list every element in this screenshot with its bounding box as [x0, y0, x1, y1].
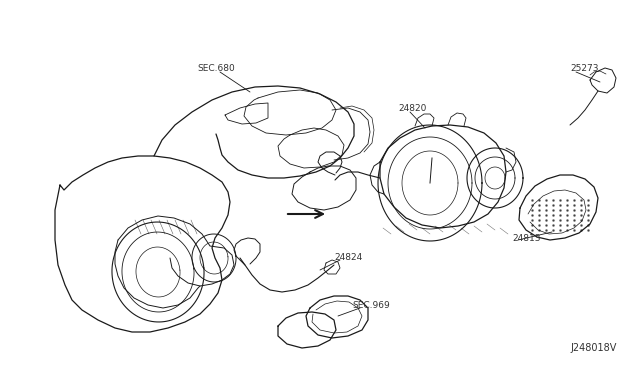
Text: SEC.969: SEC.969: [352, 301, 390, 310]
Text: 24820: 24820: [398, 103, 426, 112]
Text: 24813: 24813: [512, 234, 541, 243]
Text: SEC.680: SEC.680: [197, 64, 235, 73]
Text: J248018V: J248018V: [570, 343, 616, 353]
Text: 25273: 25273: [570, 64, 598, 73]
Text: 24824: 24824: [334, 253, 362, 263]
